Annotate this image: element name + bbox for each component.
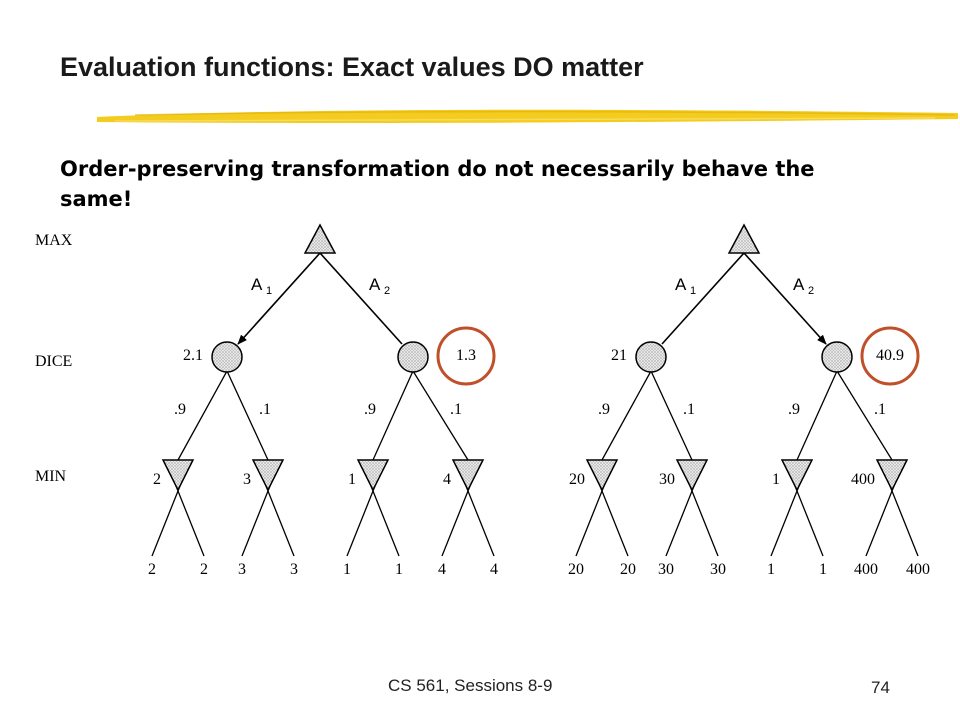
leaf-value: 2: [200, 561, 208, 578]
move-edge-0: [661, 252, 745, 345]
dice-value: 1.3: [456, 347, 476, 364]
min-value: 1: [772, 471, 780, 488]
dice-value: 21: [611, 347, 627, 364]
min-value: 20: [569, 471, 585, 488]
move-label: A: [369, 275, 381, 294]
row-label-dice: DICE: [35, 353, 72, 370]
probability-label: .1: [683, 401, 695, 418]
leaf-value: 3: [238, 561, 246, 578]
probability-label: .9: [598, 401, 610, 418]
min-value: 1: [348, 471, 356, 488]
min-node: [780, 459, 814, 492]
min-value: 400: [851, 471, 875, 488]
leaf-value: 1: [767, 561, 775, 578]
highlight-circle: [860, 326, 920, 386]
min-node: [451, 459, 485, 492]
leaf-value: 1: [819, 561, 827, 578]
leaf-value: 1: [395, 561, 403, 578]
probability-label: .9: [788, 401, 800, 418]
move-label: A: [793, 275, 805, 294]
leaf-value: 2: [148, 561, 156, 578]
chance-node: [397, 341, 429, 373]
dice-value: 40.9: [876, 347, 904, 364]
footer-course: CS 561, Sessions 8-9: [388, 676, 553, 695]
probability-label: .1: [259, 401, 271, 418]
slide-subtitle: Order-preserving transformation do not n…: [60, 157, 815, 211]
dice-value: 2.1: [183, 347, 203, 364]
probability-label: .9: [364, 401, 376, 418]
chance-edge: [177, 370, 228, 461]
leaf-value: 400: [854, 561, 878, 578]
chance-node: [821, 341, 853, 373]
leaf-value: 4: [490, 561, 498, 578]
leaf-value: 400: [906, 561, 930, 578]
leaf-value: 30: [658, 561, 674, 578]
leaf-value: 3: [290, 561, 298, 578]
chance-edge: [836, 370, 893, 461]
chance-edge: [372, 370, 414, 461]
row-label-min: MIN: [35, 468, 67, 485]
chance-node: [635, 341, 667, 373]
chance-edge: [226, 370, 269, 461]
move-label: A: [251, 275, 263, 294]
move-subscript: 1: [690, 285, 696, 297]
leaf-value: 20: [568, 561, 584, 578]
title-underline-stroke: [97, 109, 958, 123]
move-subscript: 2: [808, 285, 814, 297]
move-subscript: 2: [384, 285, 390, 297]
chance-edge: [650, 370, 693, 461]
move-edge-1: [319, 252, 403, 345]
probability-label: .9: [174, 401, 186, 418]
slide-title: Evaluation functions: Exact values DO ma…: [60, 52, 644, 82]
chance-edge: [601, 370, 652, 461]
leaf-value: 20: [620, 561, 636, 578]
min-node: [251, 459, 285, 492]
page-number: 74: [871, 678, 890, 697]
tree-left: A 1 A 22.1 1.3.9.1.9.12 3 1 42 2 3 3 1 1 4 4: [148, 223, 498, 578]
row-label-max: MAX: [35, 232, 73, 249]
chance-edge: [796, 370, 838, 461]
move-subscript: 1: [266, 285, 272, 297]
chance-node: [211, 341, 243, 373]
max-node: [303, 223, 337, 254]
max-node: [727, 223, 761, 254]
min-node: [161, 459, 195, 492]
min-node: [675, 459, 709, 492]
min-node: [875, 459, 909, 492]
min-value: 4: [443, 471, 451, 488]
min-node: [356, 459, 390, 492]
probability-label: .1: [874, 401, 886, 418]
probability-label: .1: [450, 401, 462, 418]
leaf-value: 1: [343, 561, 351, 578]
leaf-value: 4: [438, 561, 446, 578]
highlight-circle: [436, 326, 496, 386]
min-value: 2: [153, 471, 161, 488]
min-node: [585, 459, 619, 492]
chance-edge: [412, 370, 469, 461]
min-value: 3: [243, 471, 251, 488]
min-value: 30: [659, 471, 675, 488]
move-edge-0: [237, 252, 321, 345]
leaf-value: 30: [710, 561, 726, 578]
move-edge-1: [743, 252, 827, 345]
move-label: A: [675, 275, 687, 294]
